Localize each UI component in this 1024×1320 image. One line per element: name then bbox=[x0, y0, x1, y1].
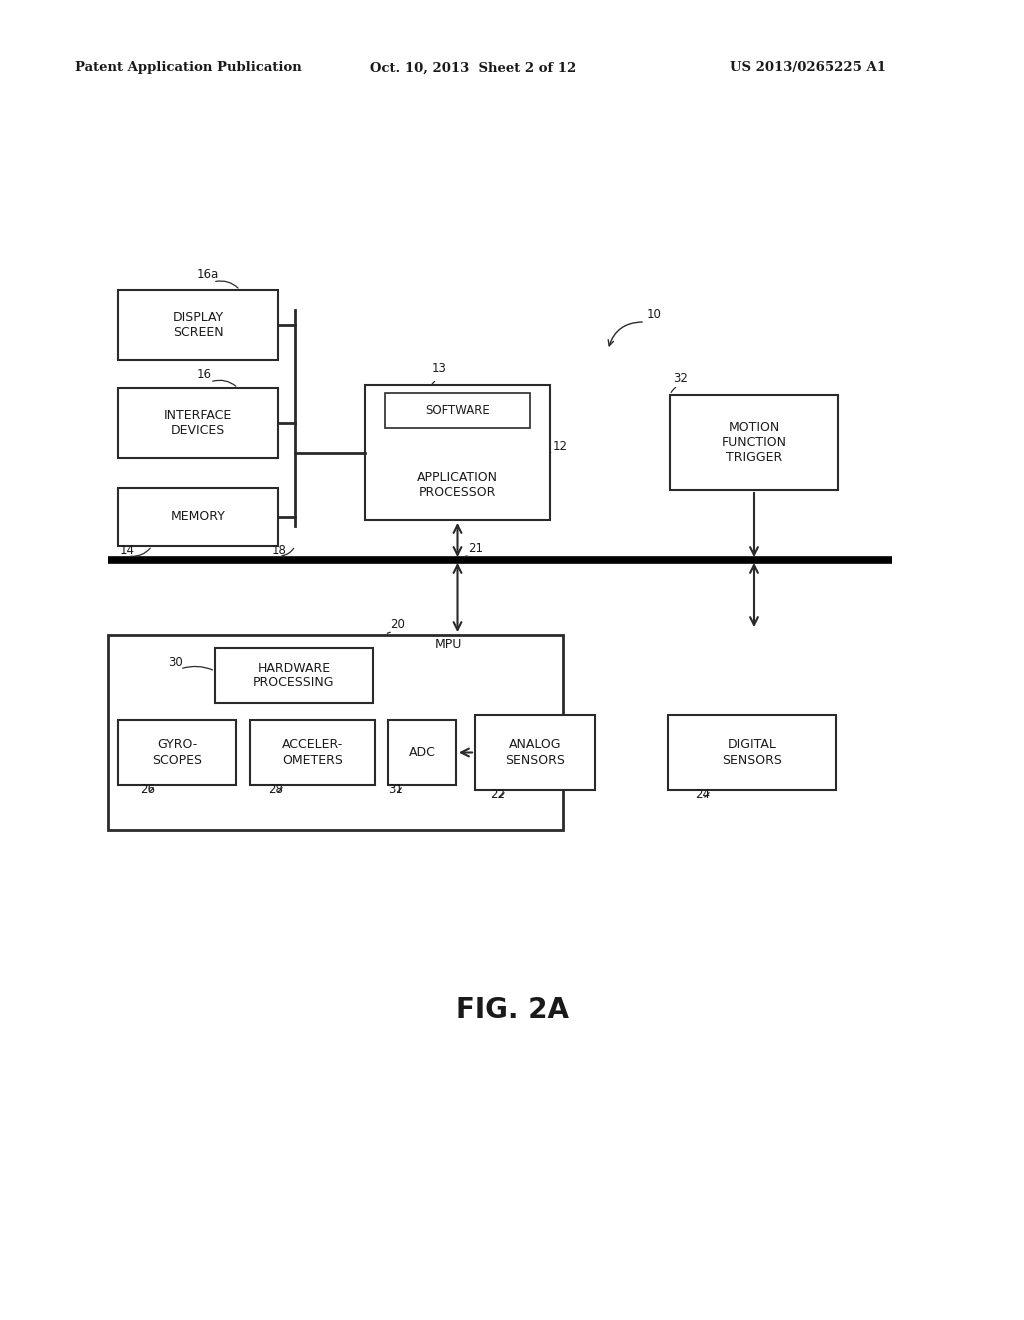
Text: 14: 14 bbox=[120, 544, 135, 557]
Bar bbox=[118, 290, 278, 360]
Text: 30: 30 bbox=[168, 656, 182, 669]
Text: 26: 26 bbox=[140, 783, 155, 796]
Bar bbox=[365, 385, 550, 520]
Text: 12: 12 bbox=[553, 440, 568, 453]
Text: Oct. 10, 2013  Sheet 2 of 12: Oct. 10, 2013 Sheet 2 of 12 bbox=[370, 62, 577, 74]
Text: 18: 18 bbox=[272, 544, 287, 557]
Bar bbox=[668, 715, 836, 789]
Text: 21: 21 bbox=[468, 543, 483, 554]
Bar bbox=[388, 719, 456, 785]
Text: MPU: MPU bbox=[435, 638, 463, 651]
Text: SOFTWARE: SOFTWARE bbox=[425, 404, 489, 417]
Bar bbox=[215, 648, 373, 704]
Bar bbox=[118, 719, 236, 785]
Text: GYRO-
SCOPES: GYRO- SCOPES bbox=[152, 738, 202, 767]
Bar bbox=[108, 635, 563, 830]
Text: DISPLAY
SCREEN: DISPLAY SCREEN bbox=[172, 312, 223, 339]
Bar bbox=[670, 395, 838, 490]
Text: 22: 22 bbox=[490, 788, 505, 801]
Bar bbox=[250, 719, 375, 785]
Text: ADC: ADC bbox=[409, 746, 435, 759]
Text: 28: 28 bbox=[268, 783, 283, 796]
Text: HARDWARE
PROCESSING: HARDWARE PROCESSING bbox=[253, 661, 335, 689]
Bar bbox=[118, 488, 278, 546]
Text: 31: 31 bbox=[388, 783, 402, 796]
Text: ANALOG
SENSORS: ANALOG SENSORS bbox=[505, 738, 565, 767]
Text: MEMORY: MEMORY bbox=[171, 511, 225, 524]
Text: 10: 10 bbox=[647, 308, 662, 321]
Text: 16a: 16a bbox=[197, 268, 219, 281]
Text: 24: 24 bbox=[695, 788, 710, 801]
Text: FIG. 2A: FIG. 2A bbox=[456, 997, 568, 1024]
Text: 16: 16 bbox=[197, 368, 212, 381]
Text: APPLICATION
PROCESSOR: APPLICATION PROCESSOR bbox=[417, 471, 498, 499]
Bar bbox=[118, 388, 278, 458]
Text: 32: 32 bbox=[673, 372, 688, 385]
Text: US 2013/0265225 A1: US 2013/0265225 A1 bbox=[730, 62, 886, 74]
Text: 13: 13 bbox=[432, 362, 446, 375]
Text: DIGITAL
SENSORS: DIGITAL SENSORS bbox=[722, 738, 782, 767]
Text: 20: 20 bbox=[390, 618, 404, 631]
Text: MOTION
FUNCTION
TRIGGER: MOTION FUNCTION TRIGGER bbox=[722, 421, 786, 465]
Text: Patent Application Publication: Patent Application Publication bbox=[75, 62, 302, 74]
Bar bbox=[385, 393, 530, 428]
Text: ACCELER-
OMETERS: ACCELER- OMETERS bbox=[282, 738, 343, 767]
Bar bbox=[475, 715, 595, 789]
Text: INTERFACE
DEVICES: INTERFACE DEVICES bbox=[164, 409, 232, 437]
